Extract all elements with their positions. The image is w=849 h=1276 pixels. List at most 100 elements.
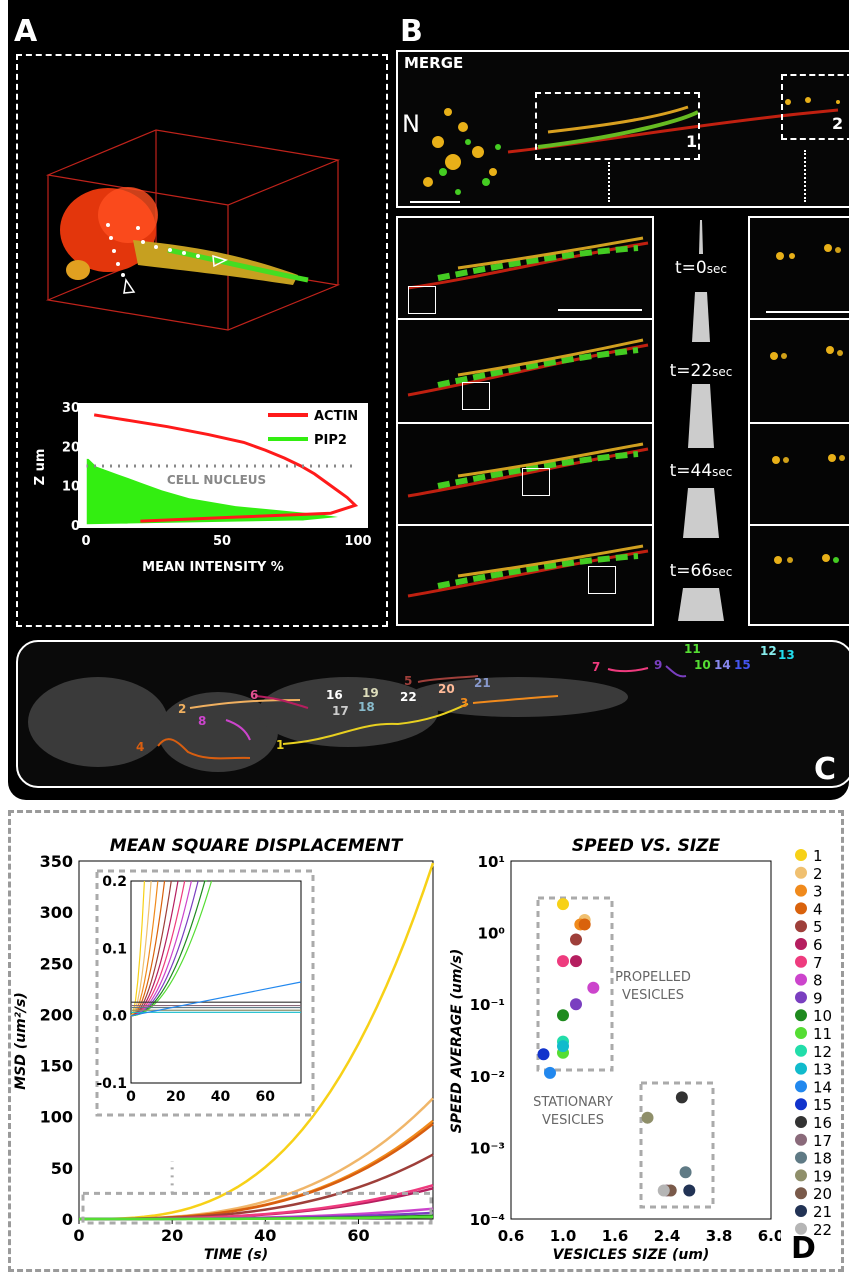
track-overlay [28,665,687,772]
roi-2-frame-0 [748,216,849,320]
msd-ytick: 300 [40,903,73,922]
speed-xtick: 0.6 [498,1227,525,1245]
propelled-label-2: VESICLES [622,988,684,1003]
tracked-vesicle-box [522,468,550,496]
track-label-21: 21 [474,676,491,690]
legend-label: PIP2 [314,433,347,448]
chart-a-ytick: 20 [62,440,80,455]
track-label-14: 14 [714,658,731,672]
legend-dot-12 [795,1044,807,1057]
legend-dot-20 [795,1187,807,1200]
legend-label-5: 5 [813,918,823,936]
track-label-8: 8 [198,714,207,728]
time-label-66: t=66sec [669,561,733,581]
panel-c-label: C [814,752,837,787]
speed-xtick: 3.8 [706,1227,733,1245]
merge-panel: MERGE N 1 2 [396,50,849,208]
inset-xtick: 20 [166,1089,186,1105]
msd-xtick: 20 [161,1226,183,1245]
speed-point-9 [570,998,582,1011]
legend-dot-18 [795,1151,807,1164]
speed-ylabel: SPEED AVERAGE (um/s) [449,949,465,1134]
track-label-4: 4 [136,740,145,754]
roi-1-frame-22 [396,318,654,424]
speed-point-22 [657,1184,670,1197]
legend-label-2: 2 [813,865,823,883]
chart-a-xtick: 100 [344,534,371,549]
msd-series-5 [78,1153,434,1221]
chart-a-xlabel: MEAN INTENSITY % [142,560,284,575]
panel-b-label: B [400,14,423,49]
propelled-box [536,896,614,1072]
legend-dot-1 [795,849,807,861]
legend-label: ACTIN [314,409,358,424]
roi-2-frame-66 [748,524,849,626]
speed-xtick: 1.0 [550,1227,577,1245]
track-label-2: 2 [178,702,187,716]
propelled-label-1: PROPELLED [615,970,691,985]
legend-label-8: 8 [813,972,823,990]
legend-dot-4 [795,902,807,915]
track-label-5: 5 [404,674,413,688]
msd-ytick: 350 [40,852,73,871]
speed-vs-size-chart: SPEED VS. SIZE VESICLES SIZE (um) SPEED … [449,836,781,1263]
actin-line [93,413,359,523]
time-label-0: t=0sec [675,258,727,278]
intensity-profile-chart: CELL NUCLEUS 0 50 100 0 10 20 30 ACTIN PIP2 MEAN … [33,401,372,575]
speed-xtick: 2.4 [654,1227,681,1245]
speed-xtick: 1.6 [602,1227,629,1245]
roi-1-frame-44-image [407,442,649,498]
legend-label-15: 15 [813,1096,832,1114]
speed-ytick: 10⁻² [470,1068,505,1086]
track-label-3: 3 [460,696,469,710]
legend-label-9: 9 [813,989,823,1007]
track-label-7: 7 [592,660,601,674]
roi-1-frame-0 [396,216,654,320]
legend-label-10: 10 [813,1007,832,1025]
inset-ytick: -0.1 [96,1076,127,1092]
track-label-22: 22 [400,690,417,704]
roi-1-label: 1 [686,132,698,151]
speed-point-8 [587,981,600,994]
speed-ytick: 10⁻⁴ [470,1211,505,1229]
legend-label-3: 3 [813,883,823,901]
merge-image [410,97,840,203]
speed-xtick: 6.0 [758,1227,781,1245]
stationary-box [639,1081,715,1209]
time-axis: t=0sec t=22sec t=44sec t=66sec [658,216,744,626]
roi-1-frame-66-image [407,544,649,598]
speed-point-5 [570,933,582,946]
speed-point-18 [679,1166,692,1179]
roi-1-frame-22-image [407,338,649,397]
track-label-18: 18 [358,700,375,714]
inset-ytick: 0.2 [102,874,127,890]
inset-series-2 [130,880,152,1017]
speed-point-15 [537,1048,550,1061]
chart-a-ytick: 10 [62,480,80,495]
speed-point-16 [675,1091,688,1104]
msd-ytick: 200 [40,1005,73,1024]
legend-dot-6 [795,938,807,950]
roi-1-frame-66 [396,524,654,626]
track-label-15: 15 [734,658,751,672]
chart-a-xtick: 50 [213,534,231,549]
track-label-19: 19 [362,686,379,700]
legend-dot-22 [795,1222,807,1235]
inset-series-14 [130,981,302,1017]
msd-xlabel: TIME (s) [204,1247,268,1263]
legend-dot-9 [795,991,807,1004]
legend-label-12: 12 [813,1043,832,1061]
microscopy-figure: A CELL NUCLEUS 0 50 100 0 10 20 30 ACTIN PIP2 MEA… [8,0,849,800]
stationary-label-2: VESICLES [542,1113,604,1128]
panel-a-frame [16,54,388,627]
msd-series-11 [79,1215,434,1221]
legend-dot-10 [795,1009,807,1022]
msd-ytick: 150 [40,1057,73,1076]
legend-label-22: 22 [813,1221,832,1239]
tracked-vesicle-box [588,566,616,594]
nucleus-annotation: CELL NUCLEUS [167,473,266,487]
legend-label-21: 21 [813,1203,832,1221]
speed-point-1 [557,898,569,911]
panel-a-label: A [14,14,38,49]
speed-point-4 [578,918,591,931]
